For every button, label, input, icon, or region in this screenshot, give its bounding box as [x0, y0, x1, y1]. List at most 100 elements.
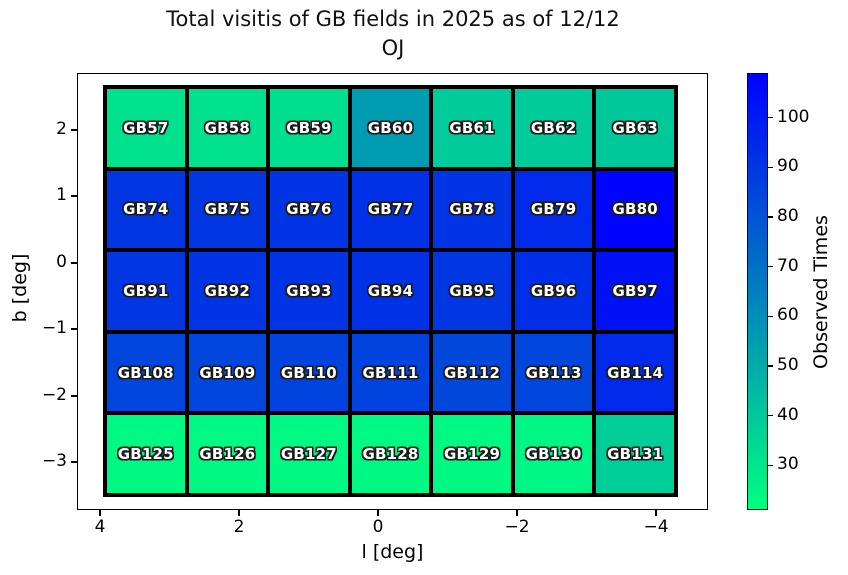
heatmap-cell: GB113 — [512, 331, 595, 414]
x-axis-label: l [deg] — [361, 541, 424, 563]
cell-label: GB80 — [612, 200, 658, 219]
cell-label: GB127 — [280, 445, 337, 464]
heatmap-cell: GB128 — [349, 413, 432, 495]
y-tick-mark — [71, 195, 77, 197]
heatmap-cell: GB111 — [349, 331, 432, 414]
heatmap-cell: GB108 — [105, 331, 187, 414]
y-tick-label: 1 — [56, 185, 67, 205]
colorbar-tick-mark — [768, 116, 773, 119]
heatmap-cell: GB95 — [431, 250, 513, 332]
x-tick-mark — [655, 510, 657, 516]
heatmap-cell: GB129 — [431, 413, 513, 495]
y-tick-mark — [71, 461, 77, 463]
cell-label: GB74 — [123, 200, 169, 219]
x-tick-label: 0 — [372, 517, 384, 537]
heatmap-cell: GB92 — [186, 250, 269, 332]
heatmap-cell: GB112 — [431, 331, 513, 414]
cell-label: GB61 — [449, 118, 495, 137]
cell-label: GB113 — [525, 363, 582, 382]
y-tick-label: −1 — [41, 318, 67, 338]
colorbar-tick-label: 70 — [777, 255, 799, 276]
cell-label: GB63 — [612, 118, 658, 137]
y-tick-label: 0 — [56, 252, 67, 272]
heatmap-cell: GB110 — [268, 331, 350, 414]
colorbar-tick-mark — [768, 166, 773, 169]
cell-label: GB62 — [530, 118, 577, 137]
colorbar-tick-label: 50 — [777, 354, 799, 375]
cell-label: GB96 — [530, 281, 577, 300]
chart-title: Total visitis of GB fields in 2025 as of… — [166, 7, 620, 31]
heatmap-cell: GB97 — [594, 250, 676, 332]
colorbar-tick-label: 100 — [777, 106, 810, 127]
x-tick-mark — [99, 510, 101, 516]
y-tick-label: −3 — [41, 451, 67, 471]
heatmap-cell: GB78 — [431, 168, 513, 251]
cell-label: GB75 — [204, 200, 251, 219]
heatmap-cell: GB91 — [105, 250, 187, 332]
heatmap-cell: GB75 — [186, 168, 269, 251]
colorbar-tick-mark — [768, 414, 773, 417]
x-tick-label: 2 — [233, 517, 245, 537]
colorbar-tick-label: 40 — [777, 404, 799, 425]
colorbar — [747, 73, 768, 510]
cell-label: GB114 — [607, 363, 664, 382]
heatmap-cell: GB61 — [431, 87, 513, 169]
y-tick-mark — [71, 262, 77, 264]
heatmap-cell: GB77 — [349, 168, 432, 251]
cell-label: GB59 — [286, 118, 332, 137]
cell-label: GB76 — [286, 200, 332, 219]
cell-label: GB125 — [117, 445, 174, 464]
cell-label: GB129 — [444, 445, 501, 464]
heatmap-cell: GB74 — [105, 168, 187, 251]
cell-label: GB126 — [199, 445, 256, 464]
cell-label: GB58 — [204, 118, 251, 137]
x-tick-label: 4 — [94, 517, 106, 537]
heatmap-cell: GB96 — [512, 250, 595, 332]
y-tick-label: 2 — [56, 119, 67, 139]
cell-label: GB91 — [123, 281, 169, 300]
cell-label: GB94 — [367, 281, 414, 300]
colorbar-tick-label: 60 — [777, 305, 799, 326]
heatmap-cell: GB127 — [268, 413, 350, 495]
heatmap-cell: GB130 — [512, 413, 595, 495]
heatmap-grid: GB57 GB58 GB59 GB60 GB61 GB62 GB63 GB74 GB75 GB76… — [103, 85, 678, 497]
y-tick-label: −2 — [41, 385, 67, 405]
heatmap-cell: GB109 — [186, 331, 269, 414]
heatmap-cell: GB60 — [349, 87, 432, 169]
heatmap-cell: GB94 — [349, 250, 432, 332]
heatmap-cell: GB62 — [512, 87, 595, 169]
cell-label: GB131 — [607, 445, 664, 464]
cell-label: GB97 — [612, 281, 658, 300]
cell-label: GB92 — [204, 281, 251, 300]
cell-label: GB57 — [123, 118, 169, 137]
cell-label: GB78 — [449, 200, 495, 219]
cell-label: GB111 — [362, 363, 419, 382]
heatmap-cell: GB93 — [268, 250, 350, 332]
colorbar-tick-label: 80 — [777, 206, 799, 226]
cell-label: GB112 — [444, 363, 501, 382]
colorbar-label: Observed Times — [810, 215, 832, 369]
x-tick-label: −4 — [643, 517, 669, 537]
heatmap-cell: GB80 — [594, 168, 676, 251]
colorbar-tick-label: 90 — [777, 156, 799, 177]
x-tick-mark — [238, 510, 240, 516]
colorbar-tick-mark — [768, 315, 773, 318]
cell-label: GB130 — [525, 445, 582, 464]
y-tick-mark — [71, 328, 77, 330]
colorbar-tick-label: 30 — [777, 454, 799, 475]
y-tick-mark — [71, 129, 77, 131]
cell-label: GB93 — [286, 281, 332, 300]
cell-label: GB110 — [280, 363, 337, 382]
heatmap-cell: GB59 — [268, 87, 350, 169]
colorbar-tick-mark — [768, 265, 773, 268]
x-tick-mark — [377, 510, 379, 516]
x-tick-mark — [516, 510, 518, 516]
cell-label: GB95 — [449, 281, 495, 300]
heatmap-cell: GB126 — [186, 413, 269, 495]
y-tick-mark — [71, 395, 77, 397]
cell-label: GB109 — [199, 363, 256, 382]
x-tick-label: −2 — [504, 517, 530, 537]
cell-label: GB60 — [367, 118, 414, 137]
colorbar-tick-mark — [768, 464, 773, 467]
